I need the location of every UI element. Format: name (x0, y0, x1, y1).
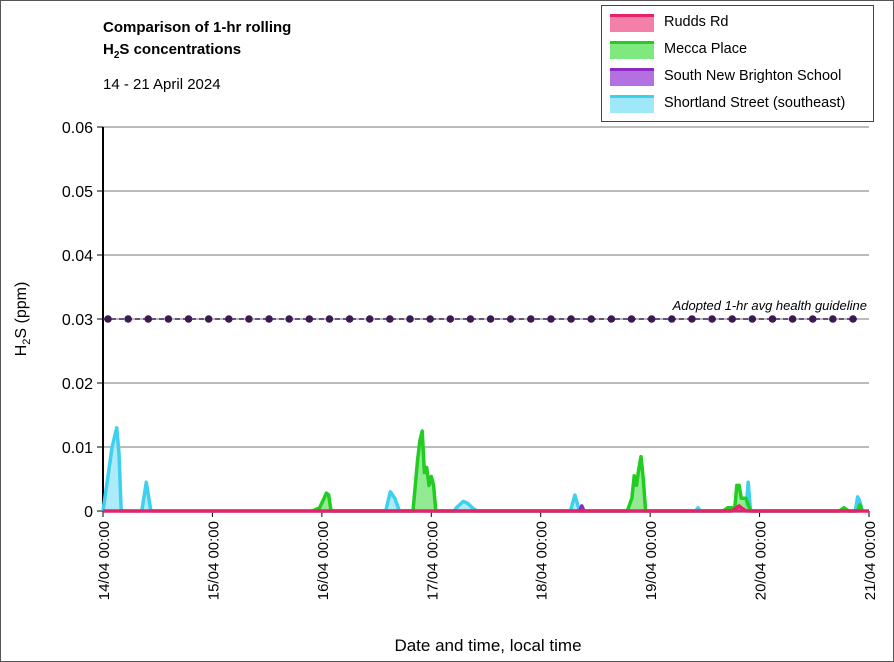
legend-swatch (610, 41, 654, 59)
y-tick-label: 0.06 (62, 120, 93, 137)
guideline-marker (708, 315, 716, 323)
guideline-marker (788, 315, 797, 323)
x-tick-label: 21/04 00:00 (862, 521, 879, 600)
legend-swatch (610, 14, 654, 32)
series-line (311, 491, 333, 513)
guideline-marker (688, 315, 696, 323)
series-line (411, 429, 438, 512)
guideline-marker (728, 315, 736, 323)
legend-label: Rudds Rd (664, 14, 729, 30)
guideline-marker (265, 315, 273, 323)
guideline-marker (305, 315, 314, 323)
x-tick-label: 15/04 00:00 (205, 521, 222, 600)
guideline-marker (426, 315, 434, 323)
guideline-marker (667, 315, 676, 323)
x-tick-label: 20/04 00:00 (753, 521, 770, 600)
guideline-marker (365, 315, 374, 323)
guideline-label: Adopted 1-hr avg health guideline (672, 298, 867, 313)
guideline-marker (768, 315, 777, 323)
y-tick-label: 0.04 (62, 248, 93, 265)
series-line (855, 502, 864, 512)
chart-title-line-2: H2S concentrations (103, 41, 241, 61)
y-tick-label: 0.02 (62, 376, 93, 393)
chart-legend: Rudds Rd Mecca Place South New Brighton Sc… (601, 5, 874, 122)
series-line (568, 493, 582, 512)
guideline-marker (204, 315, 213, 323)
chart-subtitle: 14 - 21 April 2024 (103, 76, 221, 93)
series-line (452, 499, 478, 513)
guideline-marker (808, 315, 817, 323)
series-area (312, 493, 331, 511)
legend-swatch (610, 95, 654, 113)
y-tick-label: 0 (84, 504, 93, 521)
guideline-marker (285, 315, 294, 323)
series-line (731, 504, 747, 513)
guideline-marker (466, 315, 475, 323)
y-tick-label: 0.05 (62, 184, 93, 201)
title-h: H (103, 41, 114, 58)
guideline-marker (547, 315, 555, 323)
x-tick-label: 19/04 00:00 (643, 521, 660, 600)
guideline-marker (144, 315, 153, 323)
guideline-marker (225, 315, 233, 323)
x-axis-label: Date and time, local time (394, 636, 581, 655)
series-line (101, 426, 123, 512)
x-tick-label: 18/04 00:00 (534, 521, 551, 600)
series-line (625, 454, 648, 512)
title-rest: S concentrations (119, 41, 242, 58)
series-line (383, 490, 402, 512)
guideline-marker (486, 315, 495, 323)
guideline-marker (607, 315, 616, 323)
legend-label: Shortland Street (southeast) (664, 95, 846, 111)
guideline-marker (184, 315, 193, 323)
series-line (140, 480, 153, 512)
guideline-marker (527, 315, 535, 323)
y-tick-label: 0.01 (62, 440, 93, 457)
guideline-marker (386, 315, 394, 323)
chart-title-line-1: Comparison of 1-hr rolling (103, 19, 292, 36)
guideline-marker (325, 315, 334, 323)
guideline-marker (506, 315, 515, 323)
x-tick-label: 17/04 00:00 (424, 521, 441, 600)
guideline-marker (627, 315, 636, 323)
legend-swatch (610, 68, 654, 86)
guideline-marker (245, 315, 253, 323)
guideline-marker (104, 315, 112, 323)
guideline-marker (124, 315, 132, 323)
guideline-marker (567, 315, 575, 323)
x-tick-label: 16/04 00:00 (315, 521, 332, 600)
guideline-marker (849, 315, 857, 323)
title-subscript: 2 (113, 50, 120, 61)
legend-label: Mecca Place (664, 41, 748, 57)
guideline-marker (345, 315, 354, 323)
y-axis-label: H2S (ppm) (13, 282, 33, 357)
guideline-marker (406, 315, 414, 323)
guideline-marker (829, 315, 837, 323)
guideline-marker (446, 315, 455, 323)
series-line (732, 483, 753, 512)
legend-label: South New Brighton School (664, 68, 842, 84)
guideline-marker (587, 315, 596, 323)
guideline-marker (748, 315, 757, 323)
guideline-marker (647, 315, 656, 323)
x-tick-label: 14/04 00:00 (96, 521, 113, 600)
guideline-marker (164, 315, 173, 323)
y-tick-label: 0.03 (62, 312, 93, 329)
